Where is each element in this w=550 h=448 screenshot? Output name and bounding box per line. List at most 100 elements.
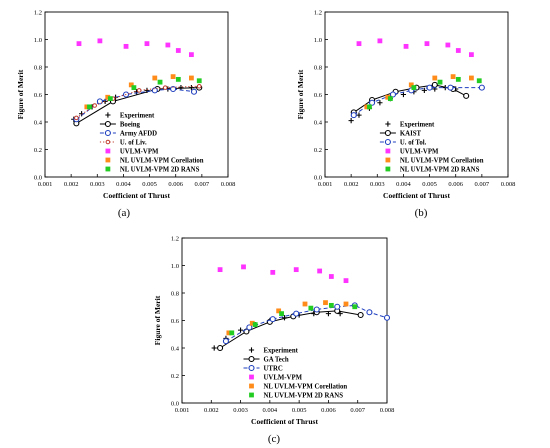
legend-entry: U. of Tol.: [379, 138, 427, 146]
data-point: [476, 78, 482, 84]
data-point: [217, 267, 223, 273]
data-point: [431, 81, 438, 88]
data-point: [366, 309, 373, 316]
data-point: [334, 303, 341, 310]
y-tick-label: 0.6: [314, 92, 323, 99]
panel-label: (a): [118, 207, 131, 219]
chart-panel-b: 0.001 0.002 0.003 0.004 0.005 0.006 0.007 0.008…: [296, 9, 515, 219]
data-point: [348, 118, 354, 124]
data-point: [241, 264, 246, 270]
legend-entry: NL UVLM-VPM Corellation: [249, 383, 347, 390]
data-point: [421, 87, 427, 93]
legend-marker: [105, 139, 111, 145]
legend-label: Army AFDD: [120, 130, 157, 137]
x-tick-label: 0.004: [263, 407, 278, 414]
x-tick-label: 0.001: [318, 181, 333, 188]
series-nl-uvlm-vpm-corellation: [364, 74, 474, 110]
data-point: [478, 84, 485, 91]
series-utrc: [222, 302, 391, 345]
y-tick-label: 0.0: [314, 174, 322, 181]
legend-entry: GA Tech: [243, 355, 289, 363]
data-point: [308, 305, 314, 311]
data-point: [92, 103, 97, 108]
data-point: [455, 76, 461, 82]
data-point: [217, 344, 224, 352]
data-point: [377, 100, 383, 106]
data-point: [196, 78, 202, 84]
y-tick-label: 0.0: [171, 400, 179, 407]
legend-marker: [249, 383, 254, 389]
data-point: [175, 76, 181, 82]
x-tick-label: 0.002: [344, 181, 359, 188]
y-tick-label: 0.8: [314, 64, 322, 71]
x-tick-label: 0.003: [233, 407, 248, 414]
legend-marker: [385, 148, 391, 154]
panel-label: (c): [268, 433, 281, 445]
data-point: [190, 88, 198, 95]
legend-entry: NL UVLM-VPM 2D RANS: [385, 166, 480, 173]
x-tick-label: 0.004: [396, 181, 411, 188]
x-tick-label: 0.005: [422, 181, 437, 188]
data-point: [323, 300, 328, 306]
data-point: [170, 85, 177, 93]
x-tick-label: 0.005: [142, 181, 157, 188]
series-nl-uvlm-vpm-corellation: [84, 74, 194, 110]
data-point: [411, 85, 417, 91]
data-point: [383, 314, 391, 321]
data-point: [328, 302, 334, 308]
series-line: [76, 88, 195, 120]
legend-label: NL UVLM-VPM 2D RANS: [400, 166, 480, 173]
series-nl-uvlm-vpm-2d-rans: [229, 302, 358, 336]
legend-entry: NL UVLM-VPM Corellation: [105, 157, 204, 164]
x-tick-label: 0.006: [321, 407, 336, 414]
data-point: [403, 43, 409, 49]
legend-label: KAIST: [400, 130, 422, 137]
legend-marker: [104, 129, 111, 137]
data-point: [408, 82, 414, 88]
data-point: [369, 99, 376, 106]
legend-marker: [249, 392, 254, 398]
data-point: [426, 84, 433, 91]
series-nl-uvlm-vpm-2d-rans: [87, 76, 202, 110]
data-point: [400, 91, 407, 98]
data-point: [157, 79, 163, 85]
data-point: [131, 85, 137, 91]
y-tick-label: 0.6: [171, 318, 180, 325]
chart-panel-a: 0.001 0.002 0.003 0.004 0.005 0.006 0.007 0.008…: [16, 9, 235, 219]
legend-marker: [105, 148, 111, 154]
legend-marker: [105, 166, 111, 172]
data-point: [152, 75, 158, 81]
x-tick-label: 0.003: [90, 181, 105, 188]
data-point: [144, 41, 150, 47]
data-point: [343, 278, 349, 284]
data-point: [328, 274, 334, 279]
series-u-of-liv-: [74, 83, 202, 121]
y-tick-label: 1.0: [171, 263, 179, 270]
x-tick-label: 0.002: [64, 181, 79, 188]
legend-entry: KAIST: [379, 129, 422, 137]
y-tick-label: 0.2: [171, 373, 179, 380]
y-tick-label: 1.0: [314, 37, 322, 44]
x-tick-label: 0.008: [380, 407, 395, 414]
legend-entry: UVLM-VPM: [105, 148, 159, 155]
data-point: [302, 301, 308, 307]
data-point: [357, 311, 364, 319]
legend-marker: [105, 157, 111, 163]
legend-entry: NL UVLM-VPM 2D RANS: [105, 166, 200, 173]
series-line: [76, 85, 200, 119]
legend-entry: U. of Liv.: [99, 139, 147, 146]
x-tick-label: 0.001: [175, 407, 190, 414]
data-point: [128, 82, 134, 88]
y-tick-label: 1.2: [34, 9, 42, 16]
data-point: [269, 316, 276, 323]
data-point: [469, 75, 474, 81]
data-point: [87, 104, 92, 110]
y-tick-label: 0.6: [34, 92, 43, 99]
data-point: [350, 112, 357, 119]
data-point: [317, 268, 323, 274]
series-uvlm-vpm: [76, 38, 194, 58]
data-point: [123, 43, 129, 49]
y-tick-label: 0.0: [34, 174, 42, 181]
data-point: [432, 75, 438, 81]
